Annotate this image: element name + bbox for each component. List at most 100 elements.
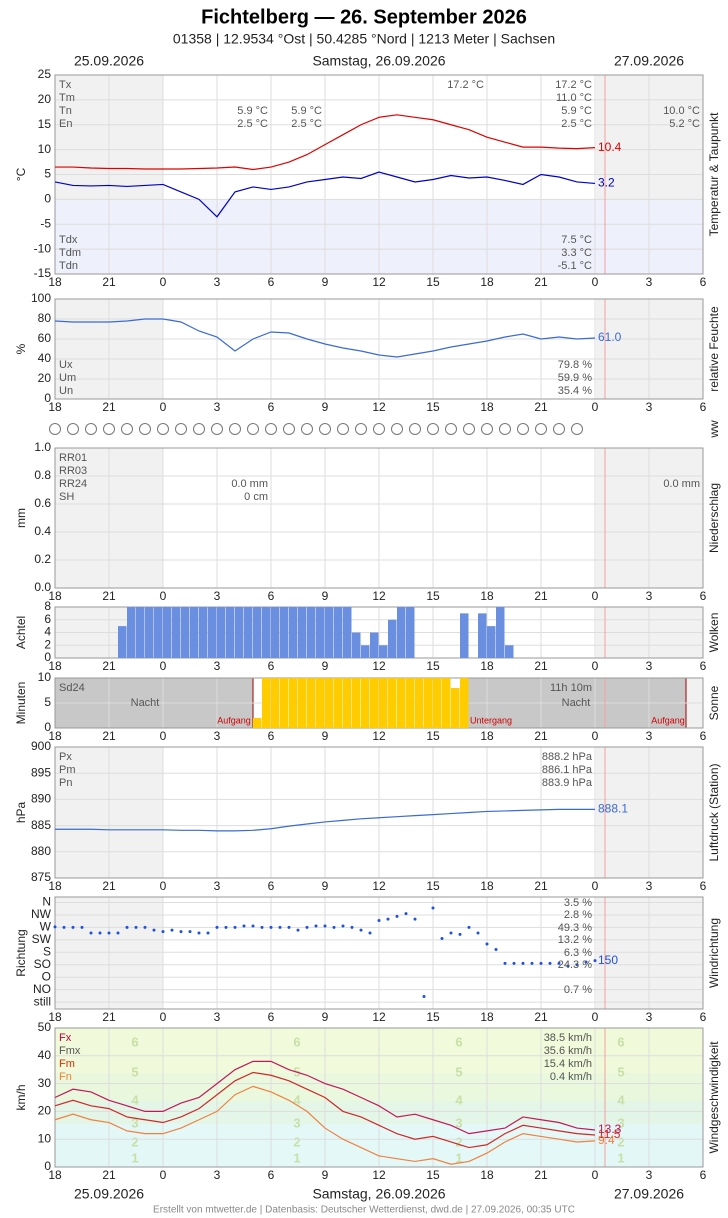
x-tick-label: 6 bbox=[700, 729, 707, 743]
ww-label: ww bbox=[707, 420, 721, 439]
annotation: 5.9 °C bbox=[291, 105, 322, 117]
y-tick-label: SO bbox=[34, 957, 51, 971]
y-tick-label: 10 bbox=[38, 1131, 52, 1145]
x-tick-label: 3 bbox=[214, 589, 221, 603]
x-tick-label: 9 bbox=[322, 729, 329, 743]
x-tick-label: 3 bbox=[646, 589, 653, 603]
y-tick-label: 0.0 bbox=[34, 580, 51, 594]
x-tick-label: 6 bbox=[268, 729, 275, 743]
point bbox=[179, 930, 183, 934]
plot-frame bbox=[54, 447, 704, 589]
stat-label: RR03 bbox=[59, 465, 87, 477]
y-axis-label: mm bbox=[14, 508, 28, 528]
x-tick-label: 6 bbox=[700, 659, 707, 673]
x-tick-label: 3 bbox=[646, 729, 653, 743]
end-label: 888.1 bbox=[598, 802, 628, 816]
x-tick-label: 12 bbox=[372, 659, 386, 673]
point bbox=[332, 925, 336, 929]
stat-label: Px bbox=[59, 751, 72, 763]
bar bbox=[343, 678, 352, 728]
bar bbox=[361, 678, 370, 728]
bar bbox=[388, 678, 397, 728]
point bbox=[341, 924, 345, 928]
bar bbox=[253, 607, 262, 658]
stat-label: RR01 bbox=[59, 452, 87, 464]
point bbox=[557, 961, 561, 965]
x-tick-label: 18 bbox=[48, 879, 62, 893]
y-tick-label: still bbox=[34, 994, 51, 1008]
x-tick-label: 12 bbox=[372, 275, 386, 289]
bar bbox=[163, 607, 172, 658]
point bbox=[413, 917, 417, 921]
ww-symbol bbox=[355, 423, 367, 435]
bar bbox=[460, 613, 469, 658]
x-tick-label: 18 bbox=[48, 1168, 62, 1182]
x-tick-label: 15 bbox=[426, 1168, 440, 1182]
y-tick-label: 880 bbox=[31, 844, 51, 858]
bar bbox=[325, 678, 334, 728]
stat-label: Ux bbox=[59, 359, 73, 371]
ww-symbol bbox=[553, 423, 565, 435]
point bbox=[80, 925, 84, 929]
annotation: Untergang bbox=[470, 715, 512, 725]
ww-symbol bbox=[409, 423, 421, 435]
ww-symbol bbox=[319, 423, 331, 435]
bar bbox=[415, 678, 424, 728]
end-label: 11.5 bbox=[598, 1127, 621, 1141]
x-tick-label: 0 bbox=[592, 1168, 599, 1182]
point bbox=[260, 925, 264, 929]
x-tick-label: 6 bbox=[700, 400, 707, 414]
y-tick-label: 10 bbox=[38, 142, 52, 156]
plot-frame bbox=[54, 896, 704, 1010]
ww-symbol bbox=[121, 423, 133, 435]
point bbox=[449, 931, 453, 935]
stat-label: SH bbox=[59, 491, 74, 503]
beaufort-label: 1 bbox=[131, 1150, 138, 1165]
stat-label: Fx bbox=[59, 1032, 72, 1044]
side-label: Sonne bbox=[707, 685, 721, 720]
y-tick-label: 890 bbox=[31, 792, 51, 806]
y-tick-label: 40 bbox=[38, 351, 52, 365]
x-tick-label: 21 bbox=[534, 1168, 548, 1182]
x-tick-label: 3 bbox=[646, 1168, 653, 1182]
ww-symbol bbox=[67, 423, 79, 435]
y-tick-label: 0 bbox=[44, 391, 51, 405]
bar bbox=[298, 678, 307, 728]
plot-frame bbox=[54, 746, 704, 879]
x-tick-label: 15 bbox=[426, 589, 440, 603]
point bbox=[422, 995, 426, 999]
y-tick-label: 40 bbox=[38, 1048, 52, 1062]
y-tick-label: 875 bbox=[31, 870, 51, 884]
bar bbox=[325, 607, 334, 658]
beaufort-label: 1 bbox=[293, 1150, 300, 1165]
bar bbox=[361, 645, 370, 658]
y-tick-label: SW bbox=[32, 932, 52, 946]
annotation: 2.5 °C bbox=[291, 118, 322, 130]
beaufort-label: 6 bbox=[617, 1034, 624, 1049]
end-label: 9.4 bbox=[598, 1133, 615, 1147]
ww-symbol bbox=[229, 423, 241, 435]
point bbox=[323, 924, 327, 928]
x-tick-label: 3 bbox=[214, 1168, 221, 1182]
date-center: Samstag, 26.09.2026 bbox=[312, 1186, 445, 1202]
annotation: 2.8 % bbox=[564, 909, 592, 921]
x-tick-label: 6 bbox=[268, 879, 275, 893]
y-tick-label: -10 bbox=[34, 241, 52, 255]
x-tick-label: 0 bbox=[592, 729, 599, 743]
bar bbox=[307, 607, 316, 658]
date-center: Samstag, 26.09.2026 bbox=[312, 53, 445, 69]
side-label: Windgeschwindigkeit bbox=[707, 1041, 721, 1154]
point bbox=[197, 931, 201, 935]
stat-label: Pn bbox=[59, 777, 72, 789]
beaufort-label: 6 bbox=[131, 1034, 138, 1049]
stat-value: 2.5 °C bbox=[561, 118, 592, 130]
stat-label: Pm bbox=[59, 764, 76, 776]
bar bbox=[280, 607, 289, 658]
ww-symbol bbox=[373, 423, 385, 435]
point bbox=[431, 906, 435, 910]
x-tick-label: 21 bbox=[534, 400, 548, 414]
x-tick-label: 21 bbox=[534, 879, 548, 893]
x-tick-label: 21 bbox=[534, 1010, 548, 1024]
x-tick-label: 12 bbox=[372, 400, 386, 414]
end-label: 61.0 bbox=[598, 330, 622, 344]
